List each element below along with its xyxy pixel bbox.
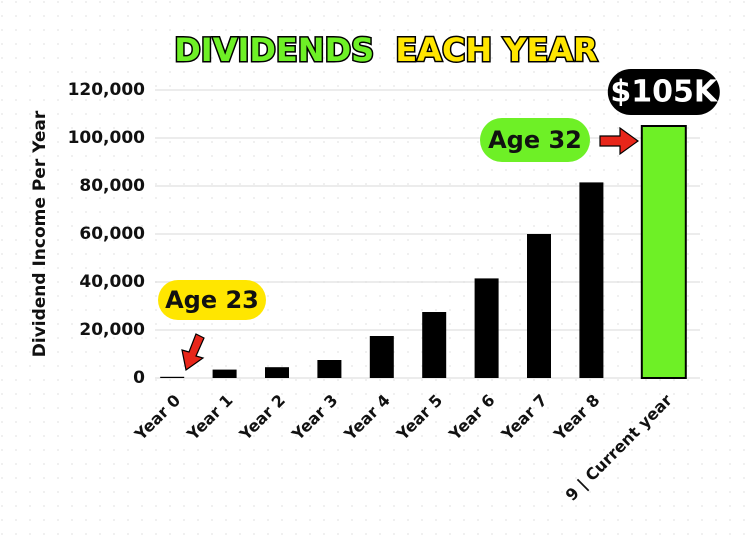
bar xyxy=(369,336,394,378)
bar xyxy=(422,312,447,378)
y-axis-label: Dividend Income Per Year xyxy=(30,110,50,357)
y-tick-label: 0 xyxy=(133,368,145,388)
bar xyxy=(579,182,604,378)
bar xyxy=(474,278,499,378)
annotation: Age 32 xyxy=(488,126,582,154)
bar xyxy=(160,376,185,378)
annotation-arrow xyxy=(599,126,640,156)
y-tick-label: 80,000 xyxy=(79,176,145,196)
bar xyxy=(640,125,687,379)
y-tick-label: 120,000 xyxy=(68,80,146,100)
title-part: DIVIDENDS xyxy=(174,31,374,69)
bar xyxy=(265,367,289,378)
value-label-pill xyxy=(607,69,720,115)
y-tick-label: 100,000 xyxy=(68,128,146,148)
bars xyxy=(160,125,687,379)
y-tick-label: 40,000 xyxy=(79,272,145,292)
bar xyxy=(527,234,551,378)
annotation-arrow xyxy=(181,333,205,372)
y-tick-label: 60,000 xyxy=(79,224,145,244)
bar xyxy=(212,369,237,378)
value-label: $105K xyxy=(610,75,718,110)
y-tick-label: 20,000 xyxy=(79,320,145,340)
annotation-pill xyxy=(480,118,590,162)
annotation: Age 23 xyxy=(165,286,259,314)
title-part: EACH YEAR xyxy=(395,31,597,69)
bar xyxy=(317,360,342,378)
annotation-pill xyxy=(158,280,266,320)
chart-title: DIVIDENDS EACH YEAR xyxy=(174,31,598,69)
